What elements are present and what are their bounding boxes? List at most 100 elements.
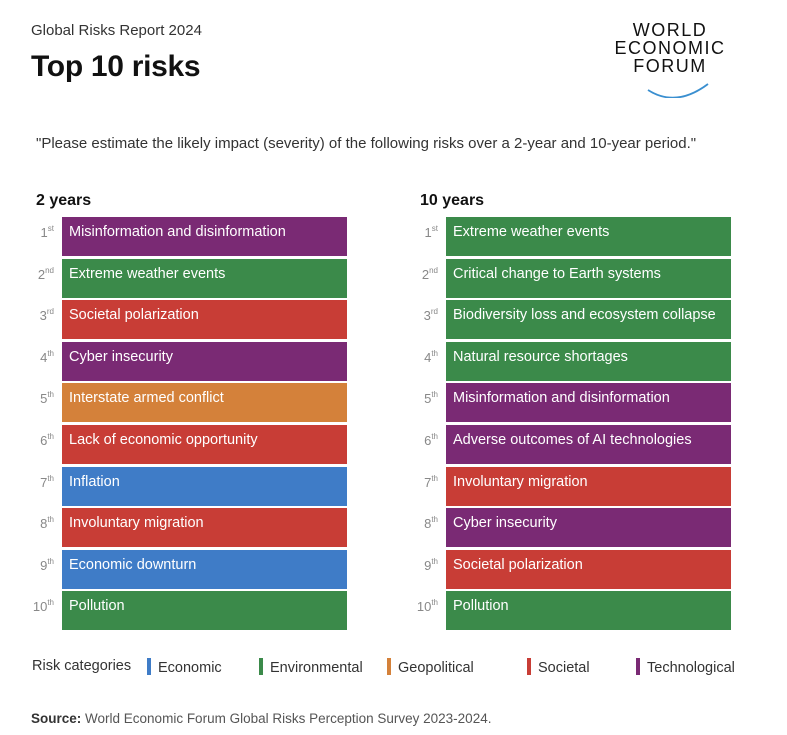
legend-swatch — [147, 658, 151, 675]
rank-suffix: th — [431, 556, 438, 566]
legend-swatch — [259, 658, 263, 675]
source-note: Source: World Economic Forum Global Risk… — [31, 711, 491, 726]
risk-bar: Economic downturn — [62, 549, 347, 589]
risk-bar: Societal polarization — [62, 300, 347, 340]
rank-number: 2 — [421, 266, 430, 282]
rank-label: 6th — [424, 432, 438, 448]
rank-suffix: st — [431, 224, 438, 233]
risk-row: 1st Extreme weather events — [425, 217, 731, 256]
legend-title: Risk categories — [32, 658, 132, 674]
rank-number: 7 — [424, 474, 432, 490]
risk-bar: Misinformation and disinformation — [446, 383, 731, 423]
rank-label: 3rd — [40, 307, 54, 323]
rank-label: 6th — [40, 432, 54, 448]
rank-label: 4th — [424, 349, 438, 365]
rank-label: 8th — [40, 515, 54, 532]
risk-bar: Extreme weather events — [446, 217, 731, 256]
logo-arc-icon — [647, 83, 709, 98]
legend-label: Environmental — [270, 660, 363, 676]
report-supertitle: Global Risks Report 2024 — [31, 22, 202, 39]
logo-text-forum: FORUM — [633, 56, 707, 76]
rank-suffix: th — [431, 515, 438, 525]
wef-logo: WORLD ECONOMIC FORUM — [600, 18, 740, 98]
rank-suffix: th — [431, 390, 438, 400]
source-text: World Economic Forum Global Risks Percep… — [85, 711, 492, 726]
rank-label: 7th — [40, 473, 54, 490]
risk-row: 9th Economic downturn — [40, 549, 347, 589]
risk-row: 5th Interstate armed conflict — [40, 383, 347, 423]
risk-bar: Cyber insecurity — [446, 508, 731, 548]
risk-row: 2nd Critical change to Earth systems — [422, 258, 731, 298]
rank-number: 1 — [424, 225, 432, 240]
rank-suffix: th — [431, 432, 438, 441]
legend-swatch — [527, 658, 531, 675]
rank-suffix: st — [47, 224, 54, 233]
legend-label: Technological — [647, 660, 735, 676]
rank-suffix: th — [47, 556, 54, 566]
rank-label: 10th — [417, 598, 438, 614]
rank-suffix: nd — [429, 265, 438, 275]
rank-number: 1 — [40, 225, 48, 240]
risk-row: 7th Involuntary migration — [424, 466, 731, 506]
risk-bar: Biodiversity loss and ecosystem collapse — [446, 300, 731, 340]
rank-suffix: nd — [45, 265, 54, 275]
rank-number: 3 — [423, 308, 431, 324]
legend-item: Technological — [636, 658, 735, 676]
risk-bar: Critical change to Earth systems — [446, 258, 731, 298]
risk-bar: Natural resource shortages — [446, 341, 731, 381]
risk-bar: Misinformation and disinformation — [62, 217, 347, 256]
rank-label: 1st — [40, 224, 54, 240]
rank-label: 2nd — [38, 265, 54, 282]
risk-row: 1st Misinformation and disinformation — [41, 217, 347, 256]
risk-row: 4th Natural resource shortages — [424, 341, 731, 381]
rank-suffix: th — [47, 432, 54, 441]
source-label: Source: — [31, 711, 82, 726]
rank-label: 4th — [40, 348, 54, 365]
rank-number: 8 — [40, 516, 48, 532]
risk-bar: Adverse outcomes of AI technologies — [446, 425, 731, 464]
rank-suffix: th — [47, 598, 54, 608]
rank-suffix: th — [431, 598, 438, 608]
rank-suffix: th — [47, 473, 54, 483]
rank-number: 4 — [424, 349, 432, 365]
risk-row: 2nd Extreme weather events — [38, 258, 347, 298]
risk-row: 8th Involuntary migration — [40, 508, 347, 548]
logo-text-economic: ECONOMIC — [614, 38, 726, 58]
rank-label: 9th — [40, 556, 54, 573]
risk-bar: Involuntary migration — [446, 466, 731, 506]
rank-number: 6 — [424, 433, 432, 448]
column-title-10-years: 10 years — [420, 192, 485, 209]
legend-item: Geopolitical — [387, 658, 474, 676]
logo-text-world: WORLD — [632, 20, 708, 40]
risk-bar: Lack of economic opportunity — [62, 425, 347, 464]
risk-row: 10th Pollution — [417, 591, 731, 631]
rank-number: 8 — [424, 516, 432, 532]
risk-row: 10th Pollution — [33, 591, 347, 631]
risk-row: 6th Lack of economic opportunity — [40, 425, 347, 464]
rank-label: 1st — [424, 224, 438, 240]
rank-number: 7 — [40, 474, 48, 490]
legend-swatch — [387, 658, 391, 675]
risk-row: 5th Misinformation and disinformation — [424, 383, 731, 423]
risk-row: 4th Cyber insecurity — [40, 341, 347, 381]
legend-item: Economic — [147, 658, 222, 676]
column-title-2-years: 2 years — [36, 192, 92, 209]
risk-bar: Pollution — [446, 591, 731, 631]
rank-label: 10th — [33, 598, 54, 614]
legend-item: Societal — [527, 658, 590, 676]
rank-label: 9th — [424, 556, 438, 573]
survey-question: "Please estimate the likely impact (seve… — [36, 135, 697, 152]
rank-label: 2nd — [421, 265, 438, 282]
risk-row: 3rd Biodiversity loss and ecosystem colla… — [424, 300, 731, 340]
rank-number: 4 — [40, 349, 48, 365]
risk-bar: Societal polarization — [446, 549, 731, 589]
rank-suffix: th — [47, 348, 54, 358]
rank-number: 9 — [40, 557, 48, 573]
rank-number: 6 — [40, 433, 48, 448]
risk-bar: Extreme weather events — [62, 258, 347, 298]
rank-label: 7th — [424, 473, 438, 490]
page-title: Top 10 risks — [31, 50, 201, 83]
rank-number: 5 — [40, 391, 48, 407]
legend-label: Economic — [158, 660, 222, 676]
rank-suffix: th — [431, 473, 438, 483]
